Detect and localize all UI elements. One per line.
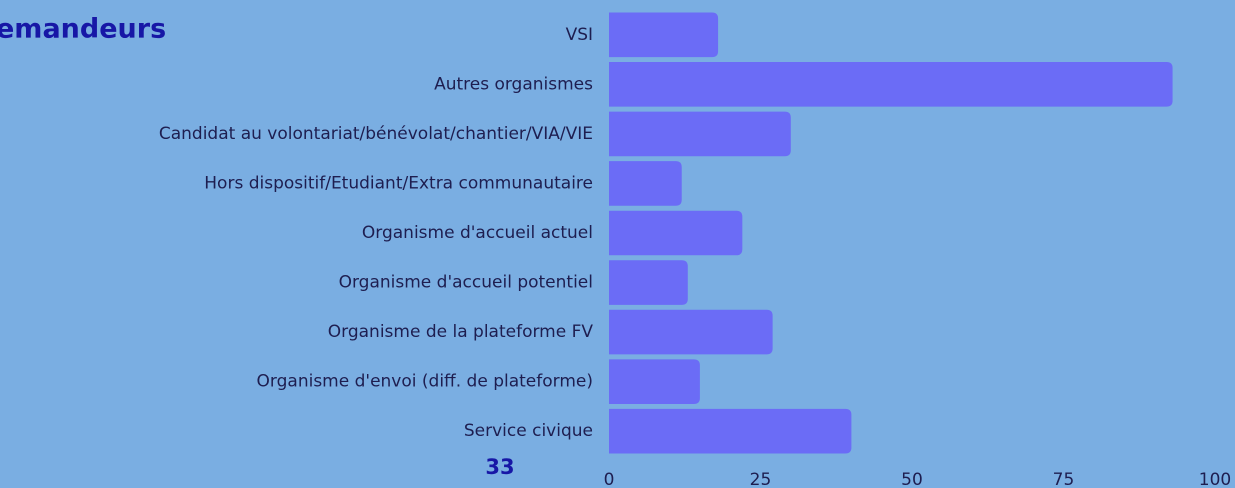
y-tick-label: Service civique (464, 421, 593, 441)
bar (609, 408, 852, 454)
x-tick-label: 25 (750, 470, 772, 488)
bar (609, 111, 791, 157)
y-tick-label: Organisme d'envoi (diff. de plateforme) (257, 372, 593, 392)
x-tick-label: 50 (901, 470, 923, 488)
bar (609, 161, 682, 206)
y-tick-label: Organisme de la plateforme FV (328, 322, 594, 342)
chart-title: emandeurs (0, 14, 166, 45)
y-tick-label: Organisme d'accueil potentiel (339, 273, 593, 293)
bar (609, 12, 719, 58)
bar (609, 210, 743, 256)
y-tick-label: Autres organismes (434, 74, 593, 94)
x-tick-label: 0 (604, 470, 615, 488)
x-tick-label: 100 (1199, 470, 1231, 488)
bar (609, 62, 1173, 107)
bar (609, 359, 700, 404)
y-tick-label: Organisme d'accueil actuel (362, 223, 593, 243)
y-tick-label: Candidat au volontariat/bénévolat/chanti… (159, 124, 593, 144)
y-tick-label: VSI (566, 25, 593, 45)
bar (609, 309, 773, 355)
annotation: 33 (485, 455, 514, 479)
x-tick-label: 75 (1053, 470, 1075, 488)
bar (609, 260, 688, 305)
y-tick-label: Hors dispositif/Etudiant/Extra communaut… (204, 173, 593, 193)
